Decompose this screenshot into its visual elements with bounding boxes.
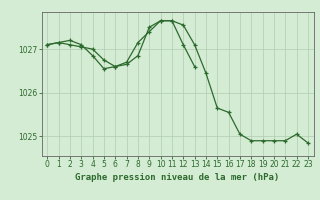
X-axis label: Graphe pression niveau de la mer (hPa): Graphe pression niveau de la mer (hPa) — [76, 173, 280, 182]
